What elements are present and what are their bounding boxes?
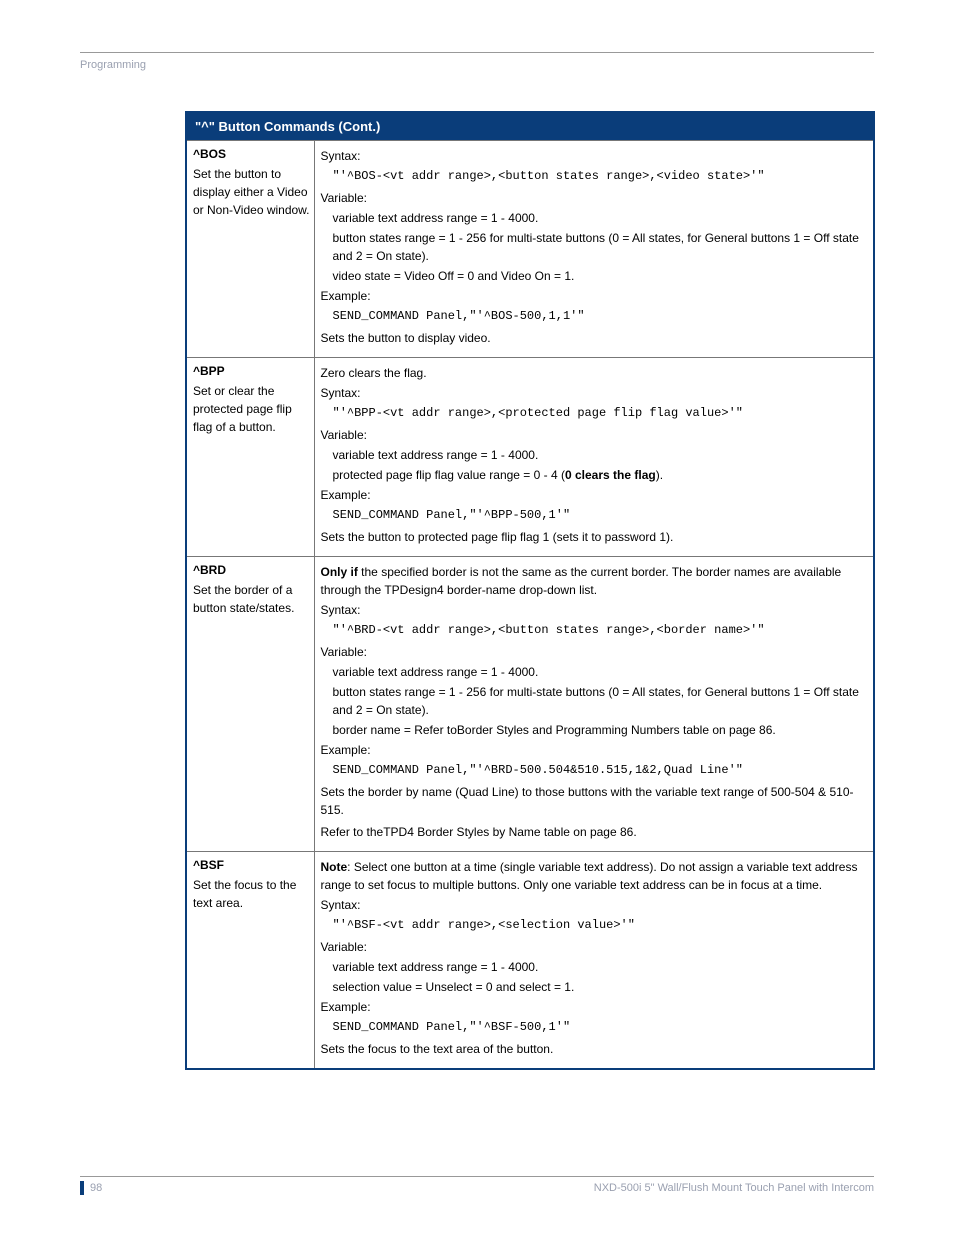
- command-desc: Set or clear the protected page flip fla…: [193, 382, 310, 436]
- result-text: Sets the focus to the text area of the b…: [321, 1040, 868, 1058]
- example-code: SEND_COMMAND Panel,"'^BPP-500,1'": [333, 506, 868, 524]
- command-cell: ^BSF Set the focus to the text area.: [186, 852, 314, 1070]
- page-number: 98: [80, 1181, 102, 1195]
- intro-text: Note: Select one button at a time (singl…: [321, 858, 868, 894]
- variable-line: variable text address range = 1 - 4000.: [333, 958, 868, 976]
- variable-label: Variable:: [321, 643, 868, 661]
- variable-line: variable text address range = 1 - 4000.: [333, 209, 868, 227]
- command-name: ^BPP: [193, 362, 310, 380]
- example-label: Example:: [321, 741, 868, 759]
- variable-line: button states range = 1 - 256 for multi-…: [333, 683, 868, 719]
- syntax-label: Syntax:: [321, 147, 868, 165]
- command-name: ^BOS: [193, 145, 310, 163]
- example-code: SEND_COMMAND Panel,"'^BOS-500,1,1'": [333, 307, 868, 325]
- syntax-code: "'^BOS-<vt addr range>,<button states ra…: [333, 167, 868, 185]
- command-cell: ^BPP Set or clear the protected page flip…: [186, 358, 314, 557]
- example-label: Example:: [321, 998, 868, 1016]
- variable-line: video state = Video Off = 0 and Video On…: [333, 267, 868, 285]
- table-row: ^BSF Set the focus to the text area. Note:…: [186, 852, 874, 1070]
- variable-line: protected page flip flag value range = 0…: [333, 466, 868, 484]
- command-desc: Set the border of a button state/states.: [193, 581, 310, 617]
- footer-product: NXD-500i 5" Wall/Flush Mount Touch Panel…: [594, 1182, 874, 1194]
- command-desc: Set the button to display either a Video…: [193, 165, 310, 219]
- example-code: SEND_COMMAND Panel,"'^BSF-500,1'": [333, 1018, 868, 1036]
- variable-line: variable text address range = 1 - 4000.: [333, 446, 868, 464]
- command-name: ^BRD: [193, 561, 310, 579]
- command-detail: Zero clears the flag. Syntax: "'^BPP-<vt a…: [314, 358, 874, 557]
- variable-line: selection value = Unselect = 0 and selec…: [333, 978, 868, 996]
- result-text: Sets the border by name (Quad Line) to t…: [321, 783, 868, 819]
- table-row: ^BOS Set the button to display either a V…: [186, 141, 874, 358]
- variable-label: Variable:: [321, 189, 868, 207]
- syntax-label: Syntax:: [321, 896, 868, 914]
- intro-text: Zero clears the flag.: [321, 364, 868, 382]
- table-row: ^BRD Set the border of a button state/sta…: [186, 557, 874, 852]
- result-text: Sets the button to protected page flip f…: [321, 528, 868, 546]
- example-code: SEND_COMMAND Panel,"'^BRD-500.504&510.51…: [333, 761, 868, 779]
- syntax-label: Syntax:: [321, 384, 868, 402]
- syntax-code: "'^BRD-<vt addr range>,<button states ra…: [333, 621, 868, 639]
- variable-label: Variable:: [321, 938, 868, 956]
- example-label: Example:: [321, 287, 868, 305]
- syntax-code: "'^BPP-<vt addr range>,<protected page f…: [333, 404, 868, 422]
- example-label: Example:: [321, 486, 868, 504]
- syntax-label: Syntax:: [321, 601, 868, 619]
- result-text: Sets the button to display video.: [321, 329, 868, 347]
- variable-label: Variable:: [321, 426, 868, 444]
- syntax-code: "'^BSF-<vt addr range>,<selection value>…: [333, 916, 868, 934]
- command-desc: Set the focus to the text area.: [193, 876, 310, 912]
- variable-line: variable text address range = 1 - 4000.: [333, 663, 868, 681]
- command-cell: ^BOS Set the button to display either a V…: [186, 141, 314, 358]
- command-name: ^BSF: [193, 856, 310, 874]
- command-detail: Syntax: "'^BOS-<vt addr range>,<button st…: [314, 141, 874, 358]
- command-cell: ^BRD Set the border of a button state/sta…: [186, 557, 314, 852]
- commands-table: "^" Button Commands (Cont.) ^BOS Set the …: [185, 111, 875, 1070]
- command-detail: Only if the specified border is not the …: [314, 557, 874, 852]
- table-title: "^" Button Commands (Cont.): [186, 112, 874, 141]
- header-section: Programming: [80, 59, 874, 71]
- variable-line: button states range = 1 - 256 for multi-…: [333, 229, 868, 265]
- table-row: ^BPP Set or clear the protected page flip…: [186, 358, 874, 557]
- extra-text: Refer to theTPD4 Border Styles by Name t…: [321, 823, 868, 841]
- variable-line: border name = Refer toBorder Styles and …: [333, 721, 868, 739]
- command-detail: Note: Select one button at a time (singl…: [314, 852, 874, 1070]
- intro-text: Only if the specified border is not the …: [321, 563, 868, 599]
